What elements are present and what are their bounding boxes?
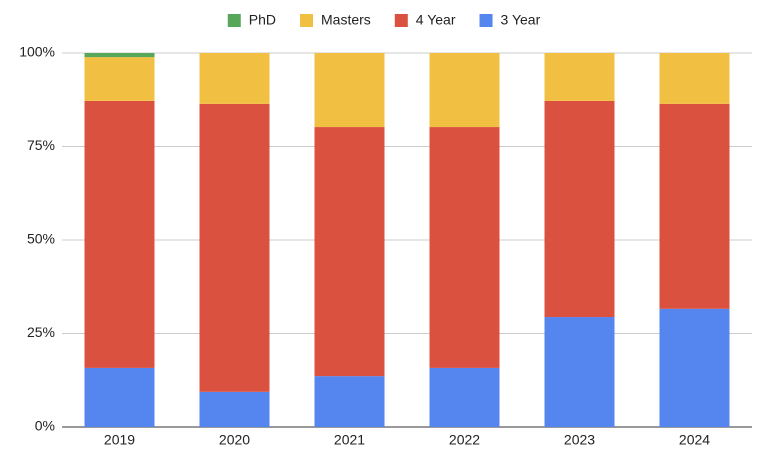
legend-swatch: [394, 14, 408, 27]
bar-segment: [199, 53, 270, 104]
legend-swatch: [227, 14, 241, 27]
bar-segment: [544, 100, 615, 318]
bar-segment: [429, 367, 500, 427]
bar-segment: [659, 103, 730, 309]
y-tick-label: 100%: [19, 44, 55, 60]
y-tick-label: 75%: [27, 137, 55, 153]
bar-segment: [84, 53, 155, 58]
legend-label: 3 Year: [501, 12, 541, 28]
legend-swatch: [479, 14, 493, 27]
bar-segment: [314, 376, 385, 427]
bar-segment: [659, 53, 730, 104]
legend-label: PhD: [249, 12, 276, 28]
x-tick-label: 2022: [449, 432, 480, 448]
x-tick-label: 2019: [104, 432, 135, 448]
bar-segment: [314, 127, 385, 377]
bar-segment: [429, 53, 500, 128]
x-tick-label: 2024: [679, 432, 710, 448]
bar-segment: [544, 317, 615, 427]
bar-segment: [84, 57, 155, 101]
bar-segment: [659, 308, 730, 427]
y-tick-label: 0%: [35, 418, 55, 434]
x-tick-label: 2023: [564, 432, 595, 448]
bar-segment: [199, 103, 270, 392]
legend-label: Masters: [321, 12, 371, 28]
bar-segment: [429, 127, 500, 368]
legend-swatch: [300, 14, 313, 27]
bar-segment: [199, 391, 270, 427]
bar-segment: [84, 367, 155, 427]
bar-segment: [314, 53, 385, 128]
bar-segment: [84, 100, 155, 368]
y-tick-label: 50%: [27, 231, 55, 247]
x-tick-label: 2020: [219, 432, 250, 448]
legend-label: 4 Year: [416, 12, 456, 28]
y-tick-label: 25%: [27, 324, 55, 340]
x-tick-label: 2021: [334, 432, 365, 448]
bar-segment: [544, 53, 615, 101]
